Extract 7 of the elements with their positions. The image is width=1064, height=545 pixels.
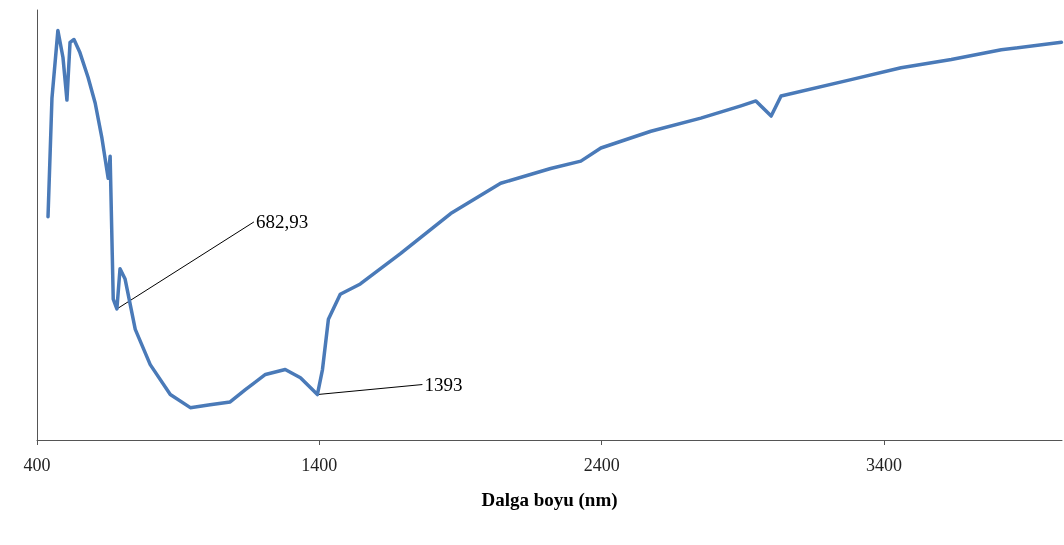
annotation: 682,93 [255, 211, 309, 233]
x-tick-label: 2400 [583, 455, 620, 475]
x-tick-label: 1400 [301, 455, 338, 475]
x-tick-label: 3400 [866, 455, 903, 475]
x-tick-label: 400 [23, 455, 51, 475]
x-axis-title: Dalga boyu (nm) [481, 489, 618, 511]
annotation: 1393 [424, 374, 463, 396]
